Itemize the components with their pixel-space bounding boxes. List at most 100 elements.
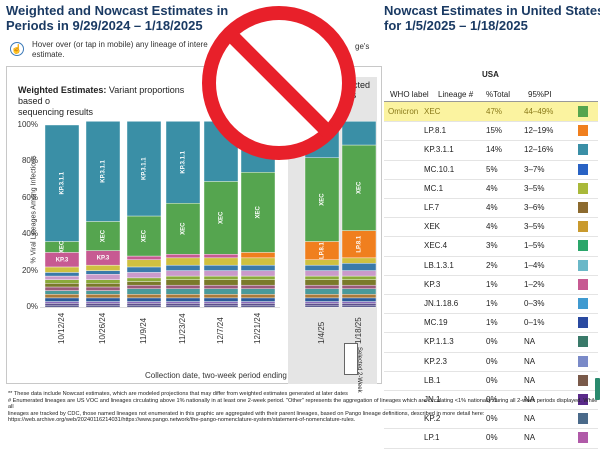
bar-10/26/24[interactable] xyxy=(85,121,121,308)
bar-segment[interactable] xyxy=(126,272,162,279)
bar-segment[interactable] xyxy=(341,257,377,264)
bar-10/12/24[interactable] xyxy=(44,124,80,308)
bar-segment[interactable] xyxy=(203,297,239,302)
bar-segment[interactable] xyxy=(341,294,377,299)
bar-segment[interactable] xyxy=(85,283,121,288)
bar-segment[interactable] xyxy=(85,274,121,280)
bar-segment[interactable] xyxy=(203,254,239,259)
bar-segment[interactable] xyxy=(341,301,377,304)
bar-segment[interactable] xyxy=(165,254,201,259)
bar-segment[interactable] xyxy=(341,304,377,308)
table-row[interactable]: Omicron XEC 47% 44–49% xyxy=(384,102,598,121)
bar-segment[interactable] xyxy=(304,270,340,277)
bar-segment[interactable] xyxy=(126,304,162,308)
table-row[interactable]: KP.2 0% NA xyxy=(384,409,598,428)
bar-segment[interactable] xyxy=(44,286,80,291)
bar-segment[interactable] xyxy=(341,144,377,231)
bar-segment[interactable] xyxy=(304,279,340,286)
bar-segment[interactable] xyxy=(165,301,201,304)
bar-segment[interactable] xyxy=(203,284,239,290)
table-row[interactable]: JN.1.18.6 1% 0–3% xyxy=(384,294,598,313)
table-row[interactable]: MC.1 4% 3–5% xyxy=(384,179,598,198)
bar-segment[interactable] xyxy=(304,284,340,290)
bar-segment[interactable] xyxy=(126,303,162,306)
bar-segment[interactable] xyxy=(44,304,80,308)
bar-segment[interactable] xyxy=(341,303,377,306)
bar-segment[interactable] xyxy=(44,297,80,302)
bar-segment[interactable] xyxy=(240,270,276,277)
bar-1/18/25[interactable] xyxy=(341,121,377,308)
table-row[interactable]: LP.8.1 15% 12–19% xyxy=(384,121,598,140)
bar-segment[interactable] xyxy=(341,297,377,302)
selected-2week-toggle[interactable] xyxy=(344,343,358,375)
bar-segment[interactable] xyxy=(44,266,80,273)
bar-segment[interactable] xyxy=(165,297,201,302)
bar-segment[interactable] xyxy=(165,270,201,277)
bar-segment[interactable] xyxy=(165,257,201,266)
bar-segment[interactable] xyxy=(165,275,201,280)
bar-segment[interactable] xyxy=(240,252,276,259)
bar-segment[interactable] xyxy=(304,264,340,271)
bar-segment[interactable] xyxy=(126,301,162,304)
bar-segment[interactable] xyxy=(85,294,121,299)
bar-segment[interactable] xyxy=(44,275,80,280)
bar-segment[interactable] xyxy=(85,279,121,284)
bar-segment[interactable] xyxy=(341,121,377,146)
table-row[interactable]: XEC.4 3% 1–5% xyxy=(384,236,598,255)
bar-segment[interactable] xyxy=(85,303,121,306)
bar-segment[interactable] xyxy=(304,297,340,302)
bar-segment[interactable] xyxy=(44,303,80,306)
bar-segment[interactable] xyxy=(165,303,201,306)
bar-segment[interactable] xyxy=(85,264,121,271)
bar-segment[interactable] xyxy=(165,294,201,299)
bar-segment[interactable] xyxy=(126,297,162,302)
table-row[interactable]: KP.3 1% 1–2% xyxy=(384,275,598,294)
bar-segment[interactable] xyxy=(126,294,162,299)
bar-segment[interactable] xyxy=(44,294,80,299)
bar-segment[interactable] xyxy=(240,304,276,308)
bar-segment[interactable] xyxy=(85,297,121,302)
bar-segment[interactable] xyxy=(126,255,162,260)
bar-segment[interactable] xyxy=(44,279,80,284)
bar-segment[interactable] xyxy=(240,172,276,253)
bar-segment[interactable] xyxy=(341,279,377,286)
bar-segment[interactable] xyxy=(240,297,276,302)
bar-segment[interactable] xyxy=(341,230,377,259)
bar-segment[interactable] xyxy=(165,288,201,295)
bar-segment[interactable] xyxy=(240,264,276,271)
bar-segment[interactable] xyxy=(44,272,80,277)
bar-segment[interactable] xyxy=(304,294,340,299)
bar-segment[interactable] xyxy=(341,288,377,295)
bar-segment[interactable] xyxy=(85,301,121,304)
bar-segment[interactable] xyxy=(240,279,276,286)
bar-segment[interactable] xyxy=(165,264,201,271)
bar-segment[interactable] xyxy=(304,304,340,308)
bar-segment[interactable] xyxy=(203,288,239,295)
bar-segment[interactable] xyxy=(304,288,340,295)
bar-segment[interactable] xyxy=(126,288,162,295)
bar-segment[interactable] xyxy=(203,257,239,266)
bar-segment[interactable] xyxy=(341,275,377,280)
bar-segment[interactable] xyxy=(203,303,239,306)
table-row[interactable]: LF.7 4% 3–6% xyxy=(384,198,598,217)
bar-segment[interactable] xyxy=(44,301,80,304)
bar-segment[interactable] xyxy=(203,279,239,286)
table-row[interactable]: XEK 4% 3–5% xyxy=(384,217,598,236)
bar-segment[interactable] xyxy=(240,301,276,304)
table-row[interactable]: KP.3.1.1 14% 12–16% xyxy=(384,140,598,159)
bar-segment[interactable] xyxy=(126,121,162,217)
bar-segment[interactable] xyxy=(341,263,377,271)
bar-segment[interactable] xyxy=(85,304,121,308)
bar-segment[interactable] xyxy=(240,288,276,295)
bar-segment[interactable] xyxy=(203,301,239,304)
bar-segment[interactable] xyxy=(304,157,340,242)
bar-12/7/24[interactable] xyxy=(203,121,239,308)
table-row[interactable]: JN.1 0% NA xyxy=(384,390,598,409)
bar-segment[interactable] xyxy=(85,286,121,291)
bar-segment[interactable] xyxy=(240,275,276,280)
bar-segment[interactable] xyxy=(165,121,201,204)
bar-segment[interactable] xyxy=(165,284,201,290)
bar-segment[interactable] xyxy=(203,264,239,271)
bar-segment[interactable] xyxy=(85,221,121,251)
bar-segment[interactable] xyxy=(240,284,276,290)
